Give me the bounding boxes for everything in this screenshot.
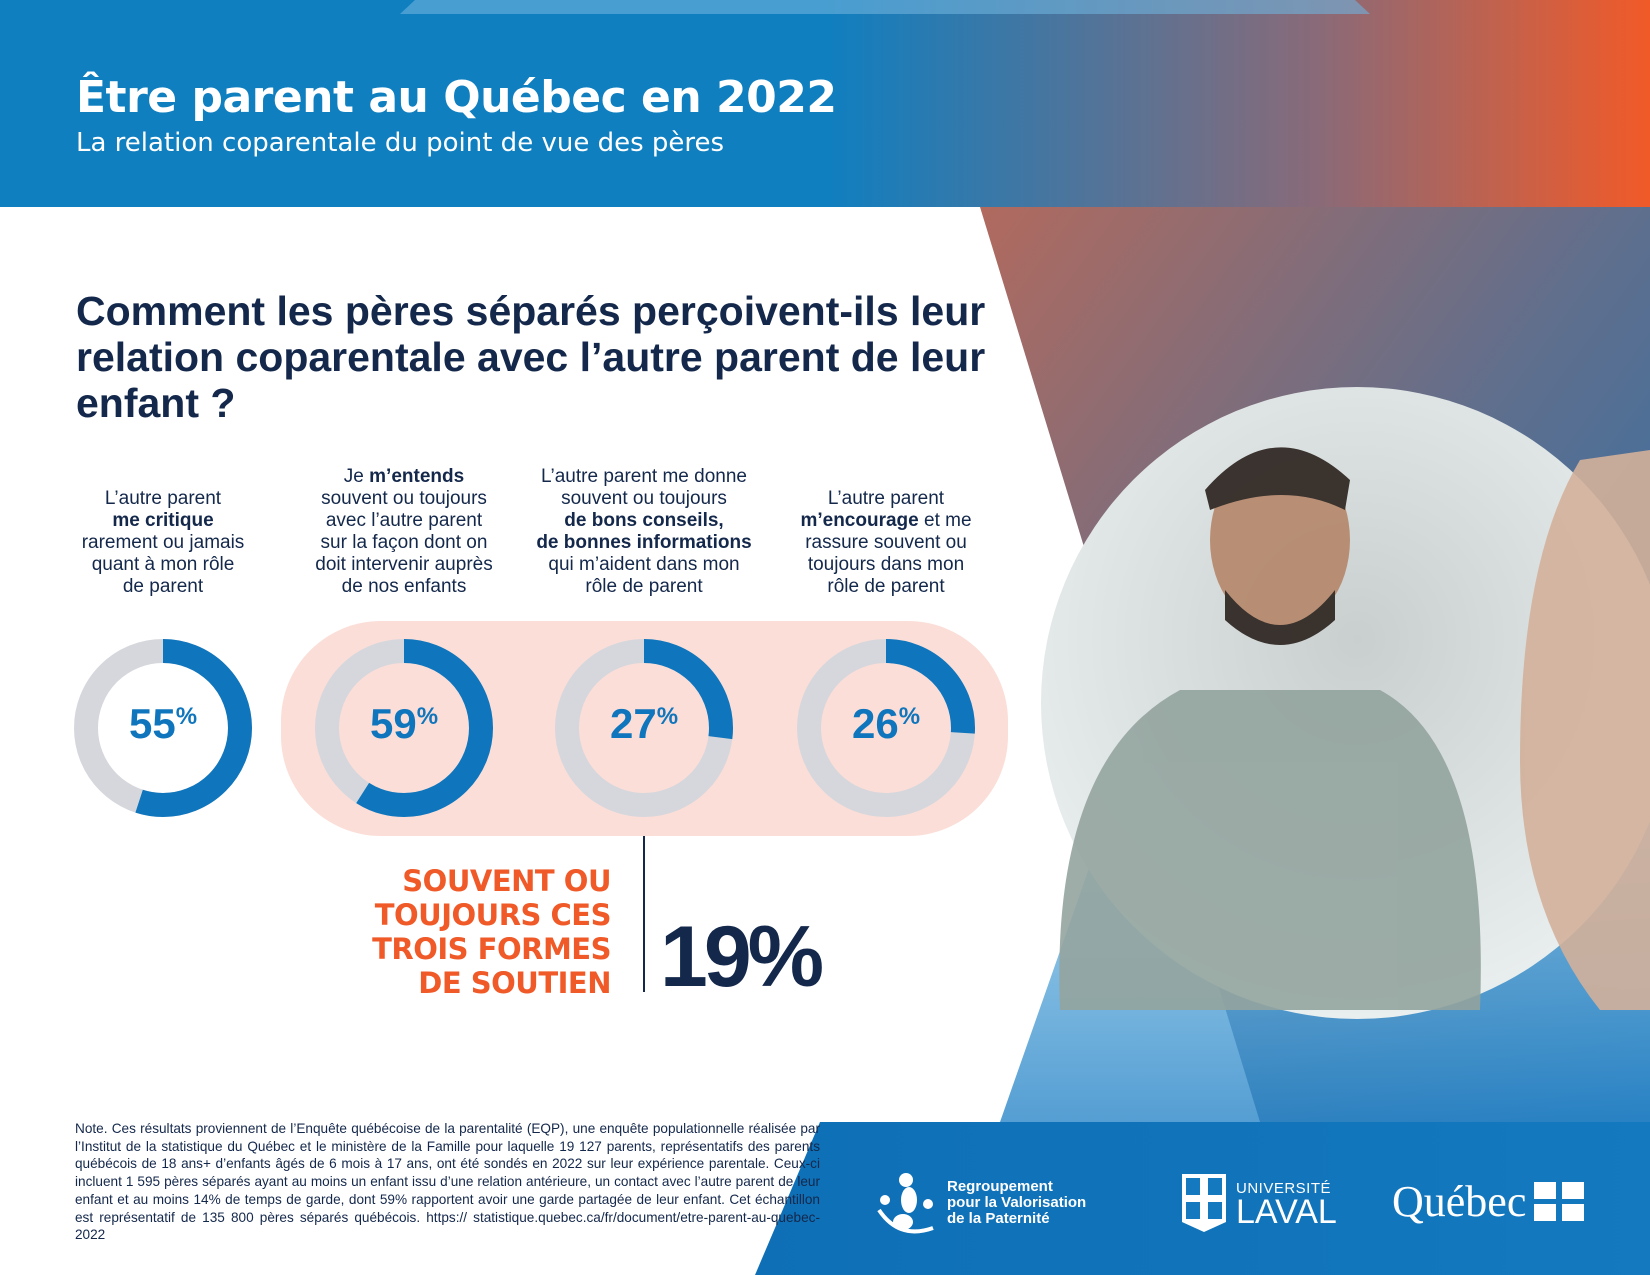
label-segment: doit intervenir auprès: [315, 554, 493, 575]
combined-value: 19%: [660, 909, 824, 1005]
label-segment: de parent: [122, 576, 204, 597]
rvp-line: pour la Valorisation: [947, 1194, 1087, 1211]
indicator-label: L’autre parent me critique rarement ou jam…: [48, 488, 278, 598]
combined-label-line: DE SOUTIEN: [418, 966, 611, 1000]
photo-man-illustration: [1059, 447, 1650, 1010]
rvp-line: Regroupement: [947, 1178, 1053, 1195]
donut-percent: 26%: [798, 700, 974, 748]
page-title: Être parent au Québec en 2022: [76, 72, 837, 123]
label-segment: quant à mon rôle: [91, 554, 235, 575]
label-segment: rarement ou jamais: [81, 532, 245, 553]
fleur-de-lis-flag-icon: [1534, 1181, 1585, 1221]
label-segment: Je: [343, 466, 370, 487]
percent-sign: %: [416, 703, 439, 730]
label-segment: rôle de parent: [827, 576, 945, 597]
donut-chart: [555, 639, 733, 817]
percent-sign: %: [175, 703, 198, 730]
quebec-wordmark: Québec: [1392, 1177, 1527, 1226]
label-segment: L’autre parent: [104, 488, 222, 509]
percent-number: 26: [851, 700, 899, 747]
donut-value-arc: [797, 639, 975, 817]
label-segment: m’entends: [369, 466, 465, 487]
label-segment: rassure souvent ou: [805, 532, 967, 553]
label-segment: qui m’aident dans mon: [548, 554, 740, 575]
indicator-label: Je m’entends souvent ou toujours avec l’au…: [289, 466, 519, 598]
percent-number: 55: [128, 700, 176, 747]
rvp-line: de la Paternité: [947, 1210, 1050, 1227]
donut-chart: [315, 639, 493, 817]
indicator-label: L’autre parent me donne souvent ou toujou…: [529, 466, 759, 598]
donut-value-arc: [315, 639, 493, 817]
label-segment: de nos enfants: [341, 576, 467, 597]
indicator-label: L’autre parent m’encourage et me rassure s…: [771, 488, 1001, 598]
laval-logo: UNIVERSITÉ LAVAL: [1180, 1172, 1337, 1234]
label-segment: de bonnes informations: [536, 532, 752, 553]
label-segment: rôle de parent: [585, 576, 703, 597]
label-segment: me critique: [112, 510, 214, 531]
footnote: Note. Ces résultats proviennent de l’Enq…: [75, 1121, 820, 1243]
question-heading: Comment les pères séparés perçoivent-ils…: [76, 288, 986, 426]
percent-sign: %: [898, 703, 921, 730]
label-segment: sur la façon dont on: [320, 532, 488, 553]
label-segment: m’encourage: [800, 510, 919, 531]
divider-line: [643, 836, 645, 992]
donut-percent: 55%: [75, 700, 251, 748]
donut-chart: [797, 639, 975, 817]
combined-label-line: SOUVENT OU: [402, 864, 611, 898]
label-segment: souvent ou toujours: [561, 488, 727, 509]
label-segment: et me: [918, 510, 972, 531]
laval-line2: LAVAL: [1236, 1192, 1337, 1231]
rvp-logo: Regroupement pour la Valorisation de la Pa…: [873, 1170, 1086, 1236]
label-segment: souvent ou toujours: [321, 488, 487, 509]
label-segment: L’autre parent me donne: [541, 466, 747, 487]
label-segment: de bons conseils,: [564, 510, 724, 531]
donut-value-arc: [74, 639, 252, 817]
percent-sign: %: [656, 703, 679, 730]
percent-number: 59: [369, 700, 417, 747]
rvp-family-icon: [877, 1173, 934, 1234]
combined-label-line: TROIS FORMES: [372, 932, 611, 966]
donut-percent: 59%: [316, 700, 492, 748]
percent-number: 27: [609, 700, 657, 747]
laval-shield-icon: [1182, 1174, 1226, 1232]
combined-label-line: TOUJOURS CES: [374, 898, 612, 932]
quebec-logo: Québec: [1392, 1176, 1586, 1227]
label-segment: toujours dans mon: [807, 554, 965, 575]
combined-label: SOUVENT OU TOUJOURS CES TROIS FORMES DE …: [372, 864, 611, 1000]
laval-line1: UNIVERSITÉ: [1236, 1179, 1332, 1197]
donut-chart: [74, 639, 252, 817]
label-segment: L’autre parent: [827, 488, 945, 509]
donut-value-arc: [555, 639, 733, 817]
page-subtitle: La relation coparentale du point de vue …: [76, 128, 725, 158]
label-segment: avec l’autre parent: [325, 510, 483, 531]
donut-percent: 27%: [556, 700, 732, 748]
